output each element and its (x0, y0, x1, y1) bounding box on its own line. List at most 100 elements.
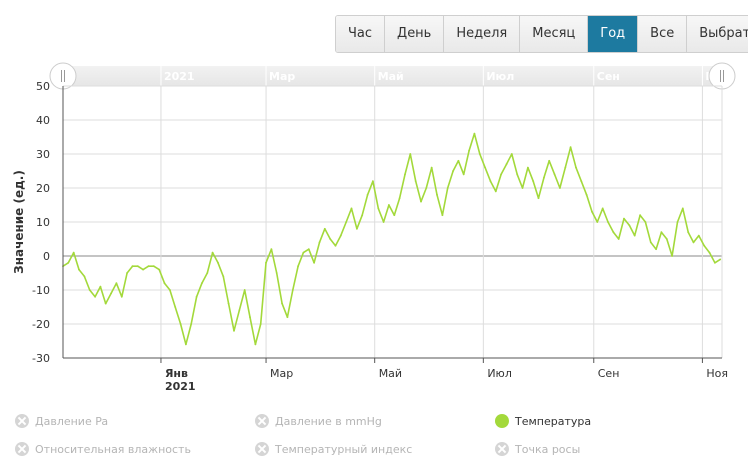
data-point (510, 153, 513, 155)
data-point (564, 166, 567, 169)
data-point (676, 221, 679, 223)
data-point (174, 306, 177, 308)
legend-item[interactable]: Точка росы (495, 442, 580, 456)
data-point (714, 261, 716, 264)
data-point (601, 207, 604, 210)
data-point (697, 234, 700, 237)
data-point (655, 248, 657, 251)
data-point (484, 166, 486, 169)
data-point (163, 282, 166, 285)
legend-label: Давление в mmHg (275, 414, 382, 428)
data-point (446, 187, 449, 189)
data-point (190, 323, 193, 325)
legend-item[interactable]: Температурный индекс (255, 442, 412, 456)
data-point (559, 187, 561, 189)
x-tick-label: Янв (165, 367, 188, 380)
data-point (681, 207, 684, 210)
data-point (425, 187, 428, 189)
range-button-6[interactable]: Выбрать (687, 16, 748, 52)
data-point (334, 244, 337, 247)
data-point (217, 261, 219, 264)
data-point (281, 302, 283, 305)
data-point (201, 282, 203, 285)
data-point (88, 289, 91, 291)
data-point (270, 248, 273, 251)
data-point (457, 159, 460, 162)
data-point (83, 275, 86, 278)
data-point (543, 176, 545, 179)
data-point (366, 193, 369, 196)
data-point (430, 166, 433, 169)
range-button-1[interactable]: День (385, 16, 445, 52)
data-point (286, 316, 289, 319)
data-point (708, 251, 711, 254)
range-button-0[interactable]: Час (336, 16, 386, 52)
navigator-track (63, 66, 722, 86)
data-point (313, 261, 315, 264)
legend-label: Температурный индекс (275, 442, 413, 456)
data-point (329, 238, 332, 240)
data-point (243, 289, 246, 291)
data-point (382, 221, 385, 223)
data-point (569, 146, 572, 149)
series-dot-icon (495, 414, 509, 428)
data-point (297, 265, 299, 268)
legend-item[interactable]: Температура (495, 414, 591, 428)
data-point (345, 221, 348, 223)
legend-item[interactable]: Давление Pa (15, 414, 108, 428)
range-button-5[interactable]: Все (638, 16, 688, 52)
data-point (665, 238, 668, 240)
data-point (233, 329, 235, 332)
data-point (532, 180, 535, 183)
data-point (409, 153, 412, 155)
legend-label: Точка росы (515, 442, 581, 456)
data-point (275, 272, 278, 274)
legend-item[interactable]: Относительная влажность (15, 442, 191, 456)
legend-item[interactable]: Давление в mmHg (255, 414, 382, 428)
navigator-label: Май (378, 70, 404, 83)
data-point (318, 241, 321, 244)
navigator-label: Июл (486, 70, 514, 83)
data-point (468, 149, 470, 152)
data-point (719, 258, 722, 261)
data-point (211, 251, 214, 254)
x-tick-label: Ноя (706, 367, 728, 380)
data-point (94, 295, 96, 298)
data-point (671, 255, 673, 257)
data-point (591, 210, 593, 213)
y-tick-label: 20 (36, 182, 50, 195)
data-point (473, 132, 476, 135)
data-point (249, 316, 251, 319)
data-point (254, 343, 257, 346)
y-tick-label: 40 (36, 114, 50, 127)
range-selector: ЧасДеньНеделяМесяцГодВсеВыбрать (335, 15, 748, 53)
navigator-left-handle[interactable] (49, 62, 77, 90)
data-point (136, 265, 139, 268)
data-point (548, 159, 551, 162)
data-point (649, 241, 652, 244)
data-point (307, 248, 310, 251)
data-point (142, 268, 145, 271)
data-point (398, 197, 401, 200)
data-point (206, 272, 209, 274)
data-point (703, 244, 706, 247)
data-point (110, 292, 112, 295)
data-point (687, 231, 690, 234)
data-point (537, 197, 540, 200)
data-point (500, 173, 502, 176)
data-point (388, 204, 390, 206)
data-point (420, 200, 422, 203)
navigator-right-handle[interactable] (708, 62, 736, 90)
range-button-3[interactable]: Месяц (520, 16, 589, 52)
temperature-chart: 2021 Мар Май Июл Сен Ноя 50 40 30 20 10 0 -10 -20 -30… (12, 62, 736, 393)
range-button-4[interactable]: Год (588, 16, 639, 52)
data-point (169, 289, 171, 291)
data-point (436, 193, 438, 196)
disabled-x-icon (255, 442, 269, 456)
y-tick-label: -30 (32, 352, 50, 365)
navigator-label: 2021 (164, 70, 195, 83)
range-button-2[interactable]: Неделя (444, 16, 521, 52)
chart-series (62, 132, 722, 346)
data-point (414, 180, 417, 183)
